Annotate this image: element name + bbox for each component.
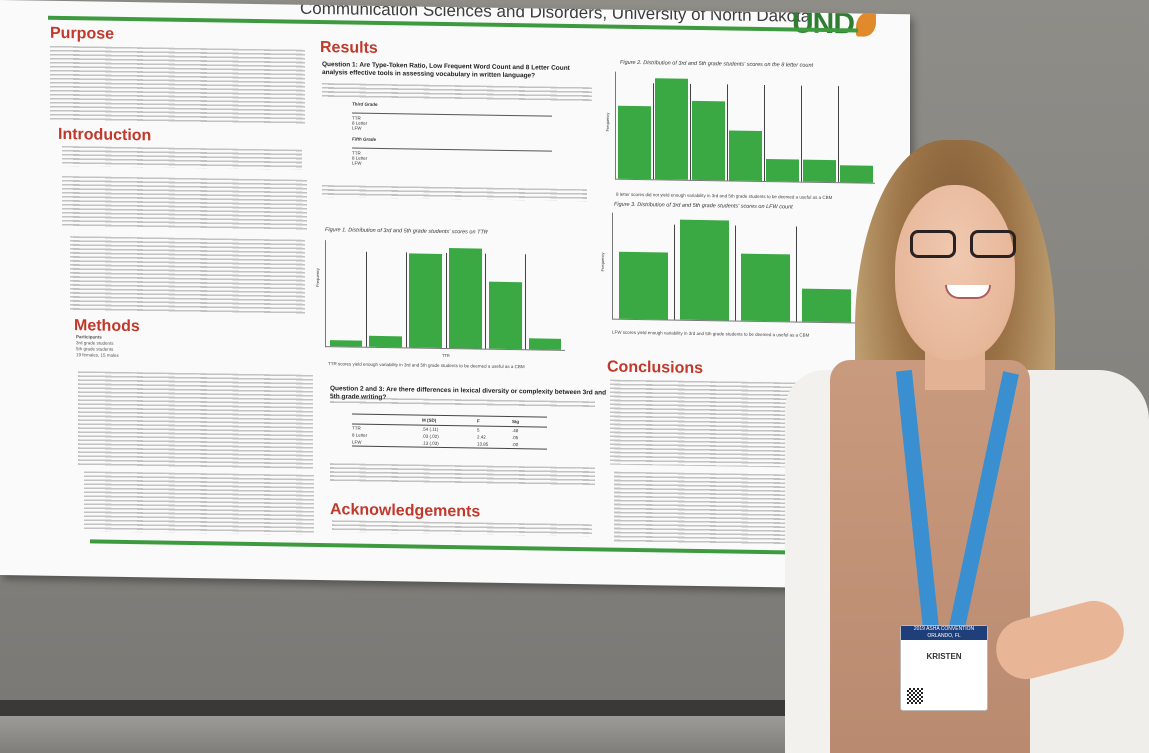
figure-1-caption: Figure 1. Distribution of 3rd and 5th gr… [325, 227, 488, 236]
fig1-divider [405, 251, 407, 348]
fig3-bar [680, 219, 729, 321]
smile [945, 285, 991, 299]
presenter: 2019 ASHA CONVENTION ORLANDO, FL KRISTEN [745, 140, 1149, 753]
fig3-divider [674, 224, 675, 320]
fig2-divider [690, 83, 691, 180]
fig3-divider [735, 225, 736, 321]
fig1-divider [485, 253, 487, 349]
figure-1-note: TTR scores yield enough variability in 3… [328, 361, 525, 370]
badge-event: 2019 ASHA CONVENTION ORLANDO, FL [901, 626, 987, 640]
results-heading: Results [320, 39, 378, 57]
table-2: M (SD) F Sig TTR .54 (.11) 5.48 8 Letter .03… [352, 413, 547, 450]
table-2-cell: 2.42 [477, 434, 486, 440]
fig1-bar [409, 252, 442, 348]
intro-paragraph-2 [62, 175, 307, 230]
glasses-icon [910, 230, 1020, 260]
leaf-icon [856, 12, 876, 37]
name-badge: 2019 ASHA CONVENTION ORLANDO, FL KRISTEN [900, 625, 988, 711]
introduction-heading: Introduction [58, 125, 152, 145]
table1-caption [322, 83, 592, 102]
jacket-right [1015, 370, 1149, 753]
figure-1-chart [325, 240, 565, 351]
fig1-divider [525, 253, 527, 350]
methods-analysis [84, 471, 314, 535]
table-2-cell: .48 [512, 428, 519, 434]
methods-participants: Participants 3rd grade students 5th grad… [76, 334, 119, 358]
figure-1-xlabel: TTR [442, 352, 450, 359]
badge-name: KRISTEN [926, 652, 962, 661]
table-2-cell: 5 [477, 427, 480, 433]
acknowledgements-text [332, 520, 592, 537]
table-2-cell: .13 (.03) [422, 440, 439, 446]
purpose-heading: Purpose [50, 24, 115, 43]
fig2-divider [653, 82, 654, 180]
question-1: Question 1: Are Type-Token Ratio, Low Fr… [322, 61, 570, 80]
fig1-divider [445, 252, 447, 349]
fig1-bar [329, 340, 363, 347]
fig1-bar [528, 338, 562, 350]
face [895, 185, 1015, 360]
table-2-cell: .05 [512, 435, 519, 441]
fig2-bar [618, 105, 651, 180]
table-2-cell: .03 (.02) [422, 433, 439, 439]
fig1-bar [488, 282, 522, 350]
methods-procedure [78, 371, 313, 470]
fig3-bar [619, 252, 668, 320]
table-2-row: LFW .13 (.03) 13.85 .00 [352, 438, 547, 450]
qr-code-icon [907, 688, 923, 704]
fig1-bar [449, 248, 482, 349]
figure-2-caption: Figure 2. Distribution of 3rd and 5th gr… [620, 59, 814, 69]
table2-note [330, 463, 595, 486]
table-2-cell: .00 [512, 442, 519, 448]
acknowledgements-heading: Acknowledgements [330, 501, 481, 521]
table-1: Third Grade TTR 8 Letter LFW Fifth Grade… [352, 102, 552, 169]
fig2-bar [692, 101, 725, 181]
figure-3-ylabel: Frequency [599, 252, 605, 272]
fig2-divider [727, 84, 728, 181]
table-2-cell: 13.85 [477, 441, 489, 447]
table-2-cell: TTR [352, 425, 361, 431]
table-2-cell: 8 Letter [352, 432, 368, 438]
intro-paragraph-3 [70, 236, 305, 315]
figure-1-ylabel: Frequency [314, 267, 320, 287]
table1-note [322, 185, 587, 202]
fig2-bar [655, 78, 688, 180]
table-2-cell: .54 (.11) [422, 426, 439, 432]
fig1-divider [365, 251, 367, 347]
figure-2-ylabel: Frequency [604, 112, 610, 132]
intro-paragraph-1 [62, 145, 302, 170]
table-2-cell: LFW [352, 439, 362, 445]
purpose-text [50, 45, 305, 125]
conclusions-heading: Conclusions [607, 358, 704, 378]
fig1-bar [369, 335, 403, 348]
